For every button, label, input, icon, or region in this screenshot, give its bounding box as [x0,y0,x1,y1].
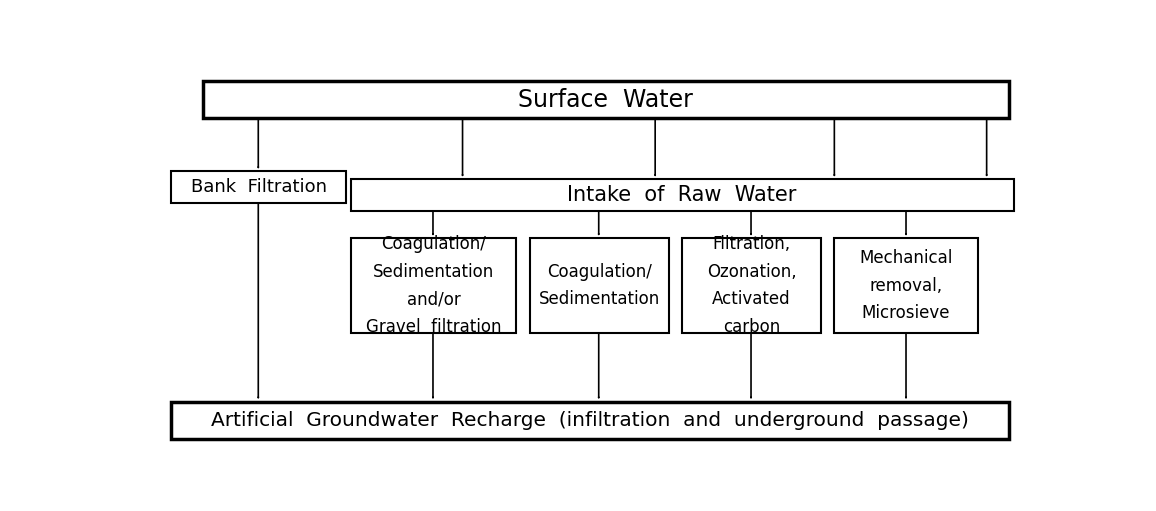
FancyBboxPatch shape [835,238,978,333]
Text: Surface  Water: Surface Water [518,88,694,112]
Text: Mechanical
removal,
Microsieve: Mechanical removal, Microsieve [859,249,953,322]
Text: Intake  of  Raw  Water: Intake of Raw Water [568,185,796,205]
FancyBboxPatch shape [171,402,1009,439]
FancyBboxPatch shape [350,179,1014,211]
FancyBboxPatch shape [682,238,821,333]
FancyBboxPatch shape [171,172,346,203]
Text: Coagulation/
Sedimentation
and/or
Gravel  filtration: Coagulation/ Sedimentation and/or Gravel… [365,235,502,336]
Text: Filtration,
Ozonation,
Activated
carbon: Filtration, Ozonation, Activated carbon [706,235,796,336]
FancyBboxPatch shape [350,238,517,333]
Text: Artificial  Groundwater  Recharge  (infiltration  and  underground  passage): Artificial Groundwater Recharge (infiltr… [212,411,969,430]
Text: Coagulation/
Sedimentation: Coagulation/ Sedimentation [539,263,660,309]
FancyBboxPatch shape [202,81,1009,119]
FancyBboxPatch shape [529,238,668,333]
Text: Bank  Filtration: Bank Filtration [191,178,327,196]
